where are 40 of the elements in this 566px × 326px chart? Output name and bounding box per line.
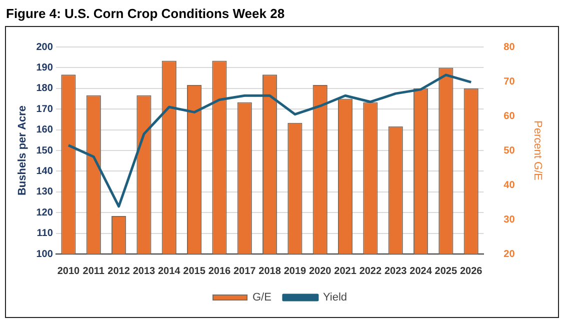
x-tick-label: 2020 <box>308 266 332 277</box>
y-tick-label: 120 <box>36 207 54 218</box>
y-tick-label: 160 <box>36 124 54 136</box>
x-tick-label: 2026 <box>460 266 483 277</box>
y2-tick-label: 60 <box>504 110 516 122</box>
legend-label: Yield <box>322 292 348 304</box>
y-tick-label: 190 <box>36 62 54 74</box>
y-tick-label: 180 <box>36 83 54 94</box>
x-tick-label: 2021 <box>334 266 357 277</box>
legend-label: G/E <box>252 292 272 304</box>
x-tick-label: 2023 <box>384 266 408 277</box>
x-tick-label: 2010 <box>57 266 80 277</box>
x-tick-label: 2012 <box>108 266 130 277</box>
y-tick-label: 140 <box>36 166 54 177</box>
y2-tick-label: 20 <box>504 248 516 260</box>
x-tick-label: 2017 <box>233 266 256 277</box>
y2-tick-label: 80 <box>504 42 516 53</box>
x-tick-label: 2013 <box>132 266 156 277</box>
y2-axis-title: Percent G/E <box>531 120 544 180</box>
y-tick-label: 200 <box>36 42 54 53</box>
x-tick-label: 2018 <box>258 266 282 277</box>
y-tick-label: 130 <box>36 186 54 198</box>
y2-tick-label: 30 <box>504 214 516 226</box>
x-tick-label: 2019 <box>284 266 307 277</box>
y-tick-label: 170 <box>36 104 54 115</box>
x-tick-label: 2011 <box>82 266 105 277</box>
x-tick-label: 2025 <box>434 266 458 277</box>
x-tick-label: 2024 <box>410 266 432 277</box>
y-tick-label: 150 <box>36 145 54 156</box>
y-tick-label: 100 <box>36 248 54 260</box>
chart-title: Figure 4: U.S. Corn Crop Conditions Week 28 <box>6 6 285 21</box>
x-tick-label: 2014 <box>158 266 181 277</box>
y2-tick-label: 50 <box>504 145 516 156</box>
y2-tick-label: 70 <box>504 76 516 88</box>
x-tick-label: 2016 <box>208 266 232 277</box>
y-axis-title: Bushels per Acre <box>16 105 29 196</box>
x-tick-label: 2022 <box>359 266 382 277</box>
y-tick-label: 110 <box>36 228 54 240</box>
x-tick-label: 2015 <box>183 266 206 277</box>
y2-tick-label: 40 <box>504 180 516 191</box>
